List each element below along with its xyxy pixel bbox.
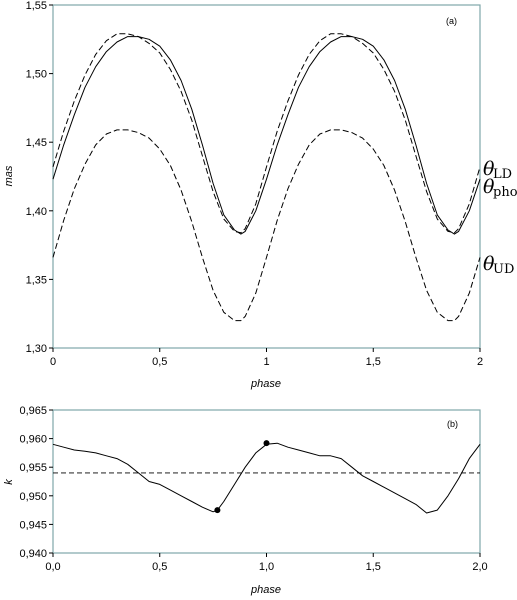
data-point-marker xyxy=(214,507,221,514)
y-tick-label: 0,960 xyxy=(19,434,47,446)
y-tick-label: 0,950 xyxy=(19,491,47,503)
y-tick-label: 1,55 xyxy=(26,0,47,12)
panel-a-ylabel: mas xyxy=(3,165,15,186)
legend-photo-sub: photo xyxy=(493,185,517,200)
y-tick-label: 1,40 xyxy=(26,206,47,218)
panel-b-x-ticks: 0,0 0,5 1,0 1,5 2,0 xyxy=(45,553,488,573)
x-tick-label: 1,5 xyxy=(366,356,381,368)
panel-a-y-ticks: 1,30 1,35 1,40 1,45 1,50 1,55 xyxy=(26,0,53,355)
legend-photo-symbol: θ xyxy=(483,176,495,198)
panel-a-label: (a) xyxy=(446,16,457,26)
panel-a-x-ticks: 0 0,5 1 1,5 2 xyxy=(50,348,483,368)
y-tick-label: 1,45 xyxy=(26,137,47,149)
x-tick-label: 1 xyxy=(263,356,269,368)
series-line-photo xyxy=(52,33,481,234)
legend-ld-sub: LD xyxy=(493,167,512,182)
y-tick-label: 0,940 xyxy=(19,548,47,560)
x-tick-label: 0 xyxy=(50,356,56,368)
x-tick-label: 1,5 xyxy=(366,561,381,573)
x-tick-label: 0,0 xyxy=(45,561,60,573)
y-tick-label: 0,955 xyxy=(19,462,47,474)
y-tick-label: 0,965 xyxy=(19,405,47,417)
x-tick-label: 2 xyxy=(477,356,483,368)
panel-b: (b) phase k 0,0 0,5 1,0 1,5 2,0 0,9400,9450,… xyxy=(3,405,488,596)
series-line-ld xyxy=(52,36,481,235)
panel-b-frame xyxy=(52,409,481,554)
legend-ud: θ UD xyxy=(483,253,514,277)
legend-ld: θ LD xyxy=(483,158,512,182)
series-line-0 xyxy=(52,442,481,514)
panel-b-series xyxy=(52,440,481,514)
legend-photo: θ photo xyxy=(483,176,517,200)
data-point-marker xyxy=(263,440,270,447)
panel-a-frame xyxy=(52,4,481,349)
legend-ud-symbol: θ xyxy=(483,253,495,275)
panel-a-series xyxy=(52,33,481,322)
panel-b-xlabel: phase xyxy=(250,584,281,596)
panel-a: (a) phase mas 0 0,5 1 1,5 2 1,30 1,35 1,40 1,45… xyxy=(3,0,517,390)
panel-b-label: (b) xyxy=(447,419,458,429)
y-tick-label: 0,945 xyxy=(19,519,47,531)
legend-ud-sub: UD xyxy=(493,262,514,277)
x-tick-label: 0,5 xyxy=(152,356,167,368)
y-tick-label: 1,50 xyxy=(26,69,47,81)
panel-b-ylabel: k xyxy=(3,479,15,485)
x-tick-label: 1,0 xyxy=(259,561,274,573)
y-tick-label: 1,35 xyxy=(26,274,47,286)
x-tick-label: 2,0 xyxy=(472,561,487,573)
series-line-ud xyxy=(52,129,481,322)
x-tick-label: 0,5 xyxy=(152,561,167,573)
panel-b-y-ticks: 0,940 0,945 0,950 0,955 0,960 0,965 xyxy=(19,405,53,560)
legend-ld-symbol: θ xyxy=(483,158,495,180)
panel-a-xlabel: phase xyxy=(250,378,281,390)
y-tick-label: 1,30 xyxy=(26,343,47,355)
